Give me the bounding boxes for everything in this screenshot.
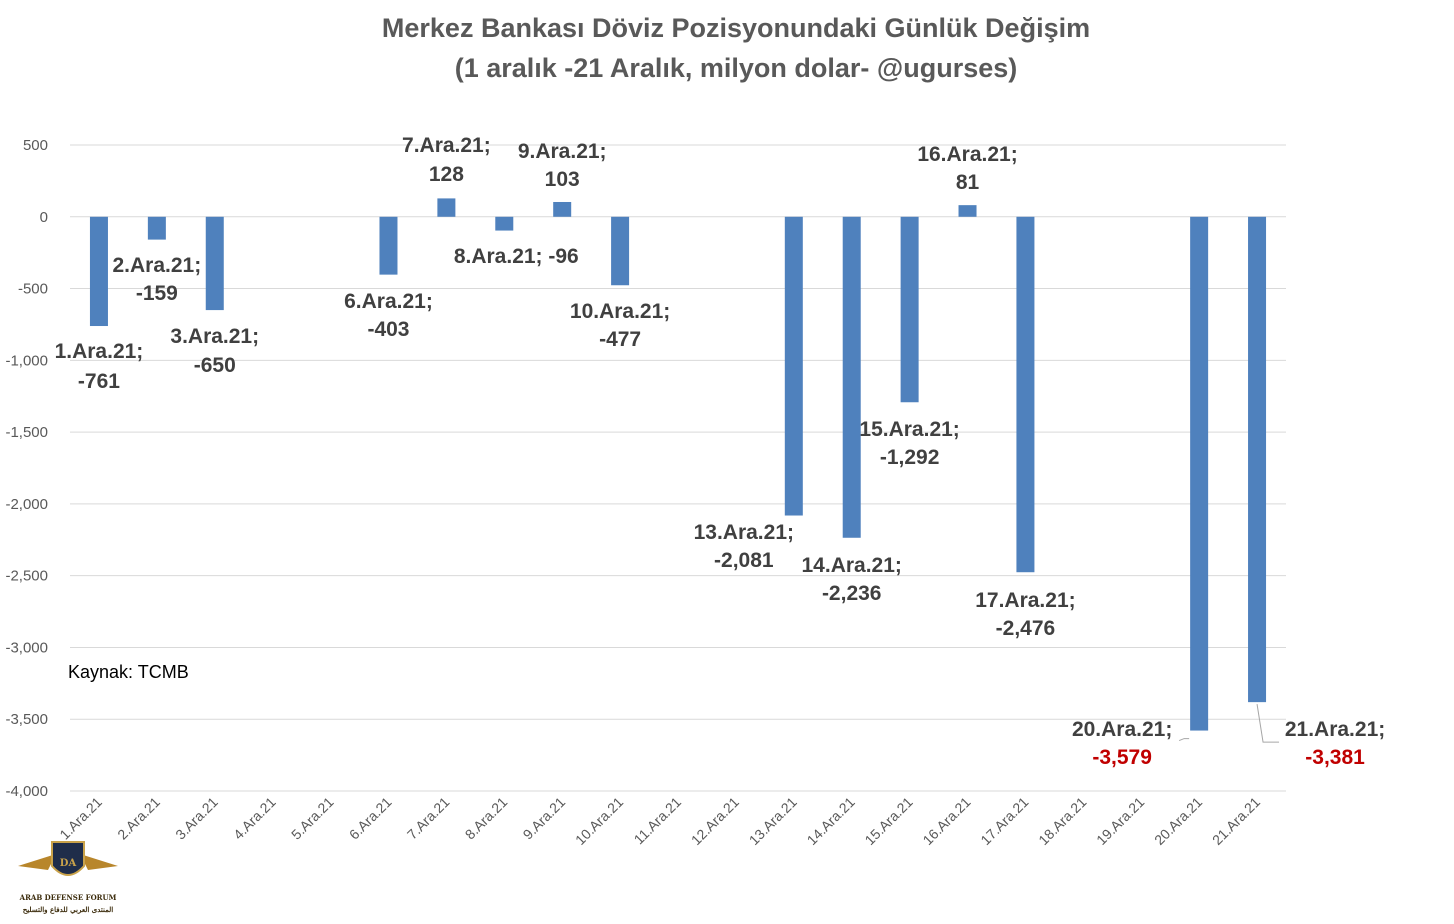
y-tick-label: -1,000 xyxy=(5,352,48,369)
y-tick-label: 500 xyxy=(23,137,48,154)
y-tick-label: -1,500 xyxy=(5,424,48,441)
data-label-category: 3.Ara.21; xyxy=(170,325,259,348)
y-tick-label: -2,500 xyxy=(5,568,48,585)
x-tick-label: 14.Ara.21 xyxy=(804,794,858,848)
data-label-value: 103 xyxy=(545,168,580,191)
x-tick-label: 10.Ara.21 xyxy=(572,794,626,848)
bar xyxy=(1016,216,1035,573)
data-label-category: 9.Ara.21; xyxy=(518,140,607,163)
eagle-shield-icon: DA xyxy=(18,841,118,876)
data-label-value: 81 xyxy=(956,171,980,194)
data-label-value: -761 xyxy=(78,370,120,393)
x-tick-label: 4.Ara.21 xyxy=(230,794,279,843)
data-label-value: -3,381 xyxy=(1305,746,1365,769)
data-label-value: -650 xyxy=(194,354,236,377)
x-tick-label: 6.Ara.21 xyxy=(346,794,395,843)
data-label-category: 1.Ara.21; xyxy=(55,340,144,363)
chart-subtitle: (1 aralık -21 Aralık, milyon dolar- @ugu… xyxy=(455,53,1018,83)
y-tick-label: -2,000 xyxy=(5,496,48,513)
y-tick-label: -500 xyxy=(18,281,48,298)
data-label-value: -3,579 xyxy=(1092,746,1152,769)
data-labels: 1.Ara.21; -761 2.Ara.21; -159 3.Ara.21; -650 6… xyxy=(55,134,1386,769)
svg-text:DA: DA xyxy=(60,858,77,869)
data-label-value: -1,292 xyxy=(880,446,940,469)
bar xyxy=(611,216,630,286)
leader-line xyxy=(1256,704,1280,743)
data-label-category: 10.Ara.21; xyxy=(570,300,670,323)
x-tick-label: 21.Ara.21 xyxy=(1209,794,1263,848)
x-tick-label: 20.Ara.21 xyxy=(1151,794,1205,848)
chart-title: Merkez Bankası Döviz Pozisyonundaki Günl… xyxy=(382,13,1090,43)
data-label-category: 21.Ara.21; xyxy=(1285,718,1385,741)
data-label-value: -477 xyxy=(599,328,641,351)
data-label-category: 2.Ara.21; xyxy=(112,254,201,277)
watermark-text-ar: المنتدى العربي للدفاع والتسليح xyxy=(23,905,114,915)
data-label-category: 6.Ara.21; xyxy=(344,290,433,313)
bar xyxy=(379,216,398,275)
data-label-category: 8.Ara.21; -96 xyxy=(454,245,579,268)
bar xyxy=(1248,216,1267,703)
bar xyxy=(842,216,861,538)
bar xyxy=(205,216,224,311)
watermark-text-en: ARAB DEFENSE FORUM xyxy=(19,893,117,902)
data-label-category: 13.Ara.21; xyxy=(694,521,794,544)
bar xyxy=(784,216,803,516)
bar xyxy=(1190,216,1209,731)
bar xyxy=(958,205,977,217)
data-label-category: 20.Ara.21; xyxy=(1072,718,1172,741)
x-tick-label: 18.Ara.21 xyxy=(1035,794,1089,848)
x-tick-label: 2.Ara.21 xyxy=(114,794,163,843)
x-tick-label: 11.Ara.21 xyxy=(631,794,685,848)
gridlines xyxy=(70,144,1286,792)
data-label-value: -2,236 xyxy=(822,582,882,605)
x-tick-label: 9.Ara.21 xyxy=(520,794,569,843)
x-tick-label: 15.Ara.21 xyxy=(861,794,915,848)
data-label-value: -403 xyxy=(367,318,409,341)
x-tick-label: 3.Ara.21 xyxy=(172,794,221,843)
data-label-category: 14.Ara.21; xyxy=(802,554,902,577)
x-tick-label: 7.Ara.21 xyxy=(404,794,453,843)
data-label-value: -2,476 xyxy=(996,617,1056,640)
bar xyxy=(437,198,456,217)
x-tick-label: 12.Ara.21 xyxy=(688,794,742,848)
bars xyxy=(89,198,1267,731)
data-label-category: 15.Ara.21; xyxy=(859,418,959,441)
x-tick-label: 5.Ara.21 xyxy=(288,794,337,843)
x-tick-label: 19.Ara.21 xyxy=(1093,794,1147,848)
data-label-value: -159 xyxy=(136,282,178,305)
x-tick-label: 13.Ara.21 xyxy=(746,794,800,848)
bar xyxy=(147,216,166,240)
leader-line xyxy=(1178,738,1190,742)
watermark-logo: DA ARAB DEFENSE FORUM المنتدى العربي للد… xyxy=(18,841,118,915)
x-tick-label: 17.Ara.21 xyxy=(977,794,1031,848)
source-note: Kaynak: TCMB xyxy=(68,662,189,682)
bar xyxy=(495,216,514,231)
data-label-category: 16.Ara.21; xyxy=(917,143,1017,166)
y-axis: 500 0 -500 -1,000 -1,500 -2,000 -2,500 -3,000 -3… xyxy=(5,137,48,800)
x-tick-label: 1.Ara.21 xyxy=(56,794,105,843)
y-tick-label: 0 xyxy=(40,209,48,226)
y-tick-label: -4,000 xyxy=(5,783,48,800)
y-tick-label: -3,000 xyxy=(5,639,48,656)
x-axis: 1.Ara.21 2.Ara.21 3.Ara.21 4.Ara.21 5.Ara.21… xyxy=(56,794,1263,848)
x-tick-label: 16.Ara.21 xyxy=(919,794,973,848)
bar xyxy=(89,216,108,327)
bar xyxy=(900,216,919,403)
data-label-category: 17.Ara.21; xyxy=(975,589,1075,612)
bar xyxy=(553,201,572,217)
y-tick-label: -3,500 xyxy=(5,711,48,728)
data-label-value: -2,081 xyxy=(714,549,774,572)
data-label-category: 7.Ara.21; xyxy=(402,134,491,157)
x-tick-label: 8.Ara.21 xyxy=(462,794,511,843)
data-label-value: 128 xyxy=(429,163,464,186)
